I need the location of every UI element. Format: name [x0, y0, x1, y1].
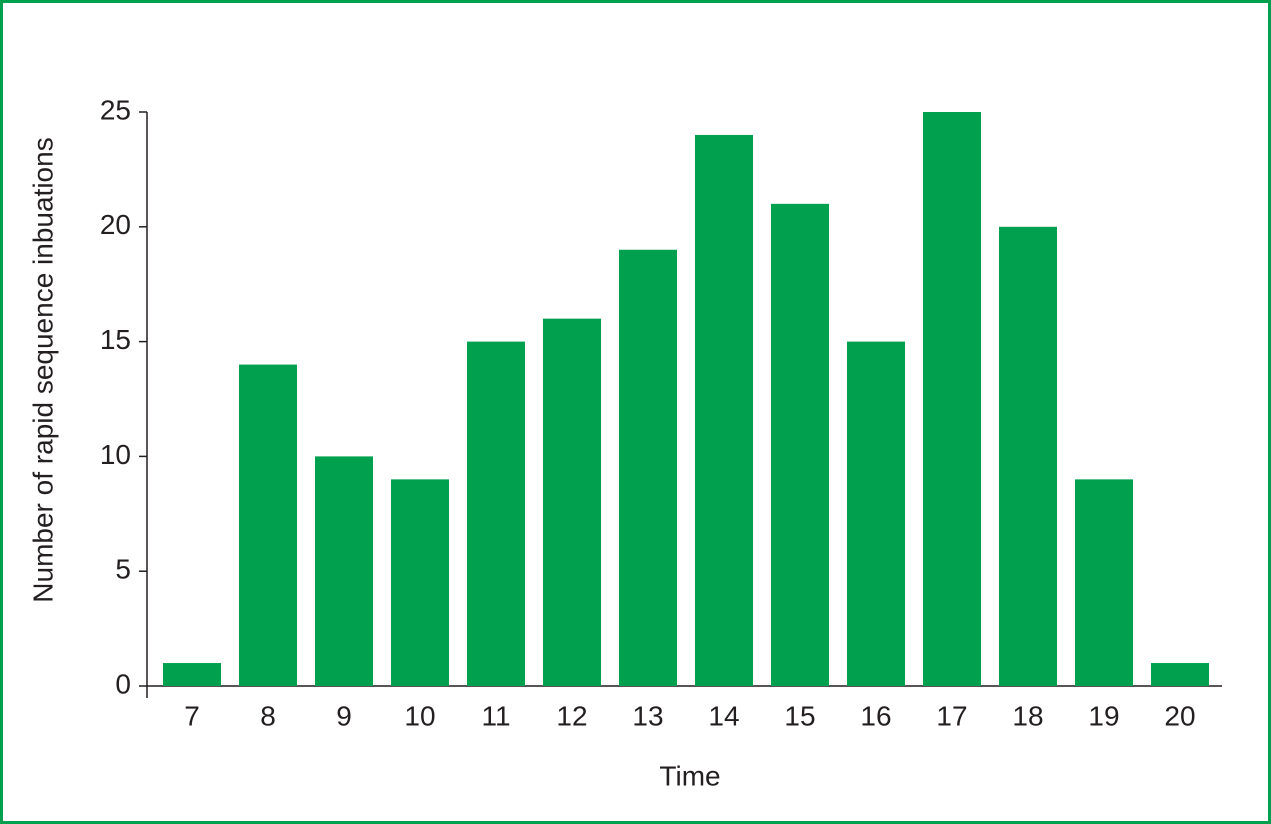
x-tick-label: 14	[708, 700, 739, 731]
bar	[999, 226, 1057, 687]
x-tick-label: 13	[632, 700, 663, 731]
x-tick-label: 18	[1012, 700, 1043, 731]
y-tick-label: 25	[100, 94, 131, 125]
bar	[1075, 479, 1133, 686]
y-tick-label: 0	[115, 668, 131, 699]
bar	[771, 203, 829, 686]
x-tick-label: 20	[1164, 700, 1195, 731]
x-tick-label: 9	[336, 700, 352, 731]
y-axis-label: Number of rapid sequence inbuations	[27, 137, 58, 602]
x-tick-label: 7	[184, 700, 200, 731]
x-tick-label: 8	[260, 700, 276, 731]
bar	[315, 456, 373, 686]
bar	[695, 134, 753, 686]
x-tick-label: 12	[556, 700, 587, 731]
bar	[467, 341, 525, 686]
x-tick-label: 11	[481, 700, 510, 731]
y-tick-label: 10	[100, 439, 131, 470]
bar	[923, 112, 981, 686]
bar	[1151, 663, 1209, 686]
bar	[543, 318, 601, 686]
bar	[163, 663, 221, 686]
x-tick-label: 19	[1088, 700, 1119, 731]
bar	[391, 479, 449, 686]
y-tick-label: 15	[100, 324, 131, 355]
y-tick-label: 5	[115, 554, 131, 585]
x-tick-label: 17	[936, 700, 967, 731]
x-tick-label: 10	[404, 700, 435, 731]
x-axis-label: Time	[659, 760, 720, 791]
bar	[619, 249, 677, 686]
y-tick-label: 20	[100, 209, 131, 240]
x-tick-label: 15	[784, 700, 815, 731]
bar	[239, 364, 297, 686]
bar	[847, 341, 905, 686]
x-tick-label: 16	[860, 700, 891, 731]
